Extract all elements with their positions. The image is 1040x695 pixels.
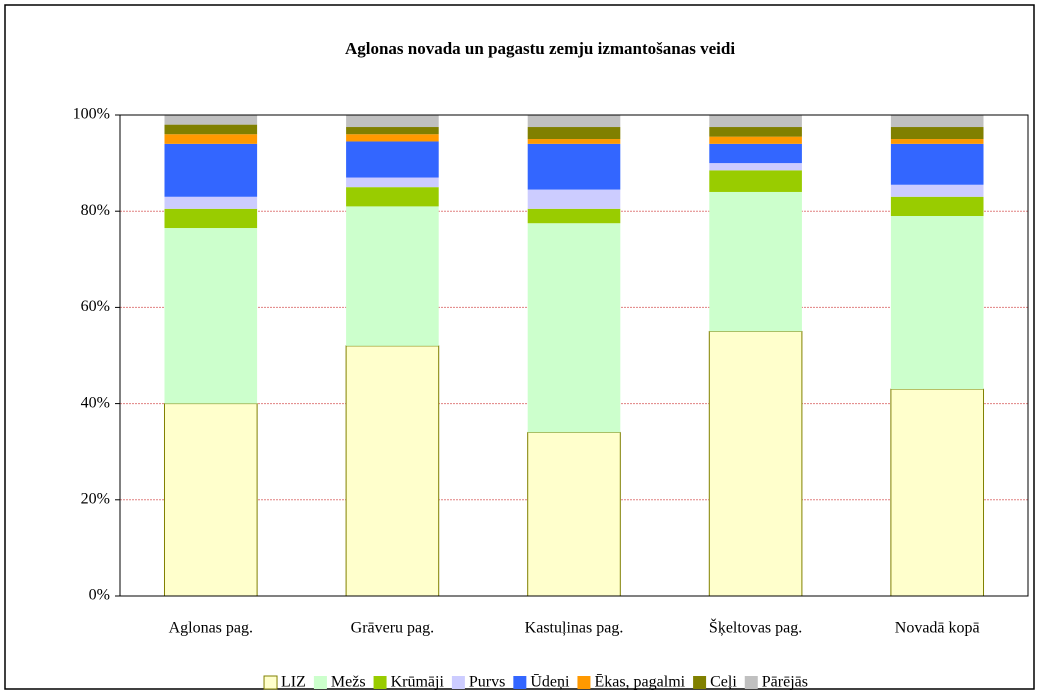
legend-swatch (373, 676, 387, 689)
bar-segment (346, 134, 439, 142)
bar-segment (709, 170, 802, 192)
legend-swatch (744, 676, 758, 689)
bar-segment (709, 191, 802, 332)
bar-segment (345, 345, 440, 597)
bar-segment (164, 196, 258, 209)
legend-swatch (451, 676, 465, 689)
bar-segment (890, 139, 984, 144)
chart-title: Aglonas novada un pagastu zemju izmantoš… (345, 39, 735, 58)
legend-swatch (577, 676, 591, 689)
bar-segment (709, 143, 802, 164)
bar-segment (890, 196, 984, 217)
x-tick-label: Kastuļinas pag. (525, 620, 624, 637)
bar-segment (527, 189, 621, 209)
bar-segment (890, 127, 984, 140)
legend-swatch (693, 676, 707, 689)
bar-segment (163, 403, 258, 597)
bar-segment (164, 124, 258, 135)
bar-segment (164, 134, 258, 144)
bar-segment (527, 139, 621, 144)
y-tick-label: 60% (81, 298, 110, 315)
bar-segment (708, 330, 803, 597)
y-tick-label: 20% (81, 490, 110, 507)
chart-frame (4, 4, 1035, 690)
bar-segment (164, 115, 258, 125)
bar-segment (890, 143, 984, 185)
legend-label: Mežs (331, 674, 366, 691)
legend-label: Pārējās (762, 674, 808, 691)
bar-segment (890, 388, 985, 597)
bar-segment (890, 115, 984, 128)
bar-segment (164, 208, 258, 229)
legend-swatch (313, 676, 327, 689)
x-tick-label: Novadā kopā (895, 620, 980, 637)
bar-segment (709, 127, 802, 137)
x-tick-label: Grāveru pag. (351, 620, 435, 637)
bar-segment (527, 115, 621, 128)
y-tick-label: 40% (81, 394, 110, 411)
y-tick-label: 80% (81, 202, 110, 219)
bar-segment (527, 143, 621, 190)
legend-label: LIZ (281, 674, 306, 691)
bar-segment (346, 206, 439, 346)
bar-segment (709, 136, 802, 144)
x-tick-label: Šķeltovas pag. (709, 618, 802, 637)
legend-label: Krūmāji (391, 674, 445, 691)
legend-label: Ceļi (710, 674, 737, 691)
bar-segment (346, 177, 439, 188)
legend-swatch (263, 675, 278, 690)
bar-segment (527, 431, 621, 597)
legend-label: Ūdeņi (530, 674, 570, 691)
y-tick-label: 100% (73, 106, 110, 123)
bar-segment (346, 127, 439, 135)
bar-segment (346, 141, 439, 178)
bar-segment (709, 115, 802, 128)
bar-segment (890, 184, 984, 197)
legend-label: Purvs (469, 674, 505, 691)
bar-segment (890, 216, 984, 390)
y-tick-label: 0% (89, 587, 110, 604)
bar-segment (346, 115, 439, 128)
bar-segment (527, 208, 621, 224)
bar-segment (527, 127, 621, 140)
bar-segment (527, 223, 621, 433)
plot-border (119, 114, 1029, 597)
bar-segment (346, 187, 439, 207)
legend-label: Ēkas, pagalmi (594, 674, 685, 691)
x-tick-label: Aglonas pag. (169, 620, 253, 637)
bar-segment (164, 228, 258, 404)
legend-swatch (513, 676, 527, 689)
bar-segment (709, 163, 802, 171)
bar-segment (164, 143, 258, 197)
